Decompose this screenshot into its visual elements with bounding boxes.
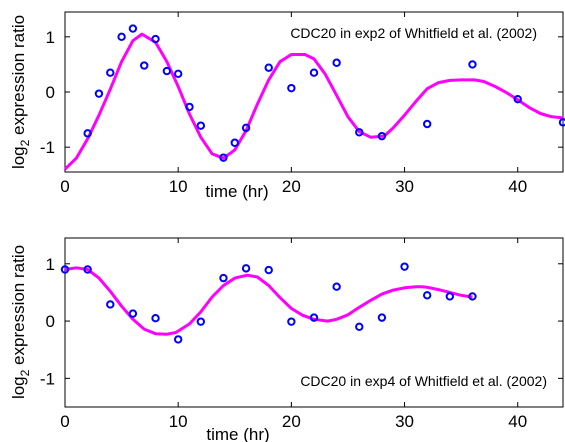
x-tick-label: 0 bbox=[60, 177, 69, 196]
data-point bbox=[128, 309, 138, 318]
data-point bbox=[332, 282, 341, 291]
plot-area bbox=[64, 237, 564, 408]
data-point bbox=[400, 262, 409, 271]
data-point bbox=[377, 313, 387, 322]
x-tick-label: 40 bbox=[508, 177, 527, 196]
chart-panel-top: 0 10 20 30 40 -1 0 1 time (hr) log2 expression ra… bbox=[9, 11, 565, 201]
y-tick-label: 1 bbox=[46, 255, 55, 274]
y-tick-label: 0 bbox=[46, 312, 55, 331]
data-point bbox=[128, 24, 138, 33]
data-point bbox=[468, 292, 477, 301]
data-point bbox=[309, 68, 319, 77]
data-point bbox=[422, 119, 432, 129]
fit-curve-line bbox=[63, 32, 564, 171]
data-point bbox=[94, 89, 104, 98]
data-point bbox=[60, 265, 70, 274]
data-point bbox=[151, 314, 160, 323]
data-point bbox=[196, 121, 206, 130]
chart-panel-bottom: 0 10 20 30 40 -1 0 1 time (hr) log2 expression ra… bbox=[9, 237, 564, 442]
data-point bbox=[332, 58, 341, 67]
data-point bbox=[377, 131, 387, 141]
data-point bbox=[83, 129, 92, 138]
data-point bbox=[355, 128, 364, 137]
x-tick-label: 20 bbox=[282, 412, 301, 431]
data-point bbox=[106, 68, 115, 77]
data-point bbox=[513, 94, 522, 104]
data-point bbox=[287, 317, 296, 326]
y-tick-label: -1 bbox=[40, 138, 55, 157]
y-tick-label: -1 bbox=[40, 369, 55, 388]
x-tick-label: 0 bbox=[60, 412, 69, 431]
data-point bbox=[106, 300, 115, 309]
data-point bbox=[83, 265, 92, 274]
data-point bbox=[185, 102, 194, 112]
x-tick-label: 10 bbox=[169, 177, 188, 196]
x-axis-label: time (hr) bbox=[206, 425, 269, 442]
data-point bbox=[241, 264, 251, 273]
data-point bbox=[219, 273, 228, 283]
data-point bbox=[196, 317, 206, 326]
data-point bbox=[230, 138, 239, 147]
data-point bbox=[173, 335, 183, 344]
fit-curve-line bbox=[64, 266, 473, 336]
x-tick-label: 30 bbox=[395, 177, 414, 196]
data-point bbox=[468, 60, 477, 69]
data-point bbox=[151, 34, 160, 44]
y-axis-label: log2 expression ratio bbox=[9, 245, 32, 399]
y-tick-label: 1 bbox=[46, 28, 55, 47]
x-tick-label: 10 bbox=[169, 412, 188, 431]
data-point bbox=[558, 118, 565, 127]
data-point bbox=[219, 153, 228, 162]
data-point bbox=[309, 313, 319, 322]
data-point bbox=[173, 69, 183, 78]
data-point bbox=[422, 291, 432, 300]
data-point bbox=[264, 265, 273, 275]
y-axis-label: log2 expression ratio bbox=[9, 15, 32, 169]
data-point bbox=[264, 63, 273, 72]
data-point bbox=[162, 66, 172, 76]
data-point bbox=[241, 123, 251, 133]
chart-annotation: CDC20 in exp4 of Whitfield et al. (2002) bbox=[300, 373, 547, 389]
data-point bbox=[287, 83, 296, 93]
x-tick-label: 30 bbox=[395, 412, 414, 431]
data-point bbox=[140, 61, 149, 70]
x-tick-label: 20 bbox=[282, 177, 301, 196]
data-point bbox=[445, 292, 455, 301]
data-point bbox=[117, 32, 126, 42]
data-point bbox=[355, 322, 364, 331]
y-tick-label: 0 bbox=[46, 83, 55, 102]
x-tick-label: 40 bbox=[508, 412, 527, 431]
chart-annotation: CDC20 in exp2 of Whitfield et al. (2002) bbox=[290, 25, 537, 41]
x-axis-label: time (hr) bbox=[205, 182, 268, 201]
